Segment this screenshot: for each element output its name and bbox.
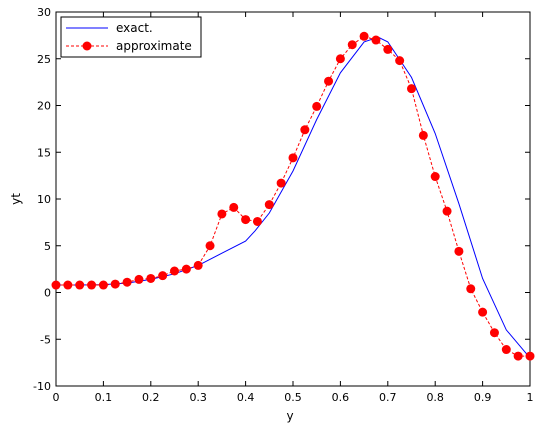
- plot-area: [55, 11, 531, 387]
- data-point-approximate: [501, 345, 511, 355]
- y-tick-label: 5: [44, 240, 51, 253]
- data-point-approximate: [134, 274, 144, 284]
- x-tick-label: 0.7: [379, 391, 397, 404]
- data-point-approximate: [395, 56, 405, 66]
- x-tick-label: 0.9: [474, 391, 492, 404]
- series-layer: [51, 31, 535, 361]
- data-point-approximate: [312, 101, 322, 111]
- legend-box: [60, 16, 202, 58]
- x-tick-label: 0.4: [237, 391, 255, 404]
- x-tick-label: 0: [53, 391, 60, 404]
- data-point-approximate: [205, 241, 215, 251]
- data-point-approximate: [359, 31, 369, 41]
- data-point-approximate: [264, 200, 274, 210]
- data-point-approximate: [229, 202, 239, 212]
- y-axis-label: yt: [9, 193, 23, 205]
- legend-approximate-marker: [82, 41, 92, 51]
- data-point-approximate: [146, 273, 156, 283]
- x-tick-label: 1: [527, 391, 534, 404]
- legend-exact-label: exact.: [116, 21, 153, 35]
- y-tick-label: 15: [37, 146, 51, 159]
- data-point-approximate: [300, 125, 310, 135]
- data-point-approximate: [75, 280, 85, 290]
- axis-ticks: 0 0.1 0.2 0.3 0.4 0.5 0.6 0.7 0.8 0.9 1 -10 -5 0 5 10 15…: [33, 6, 533, 404]
- data-point-approximate: [241, 215, 251, 225]
- y-tick-label: 30: [37, 6, 51, 19]
- y-tick-label: 25: [37, 53, 51, 66]
- legend-approximate-label: approximate: [116, 39, 192, 53]
- y-tick-label: -10: [33, 380, 51, 393]
- data-point-approximate: [371, 35, 381, 45]
- data-point-approximate: [158, 271, 168, 281]
- x-tick-label: 0.8: [426, 391, 444, 404]
- y-tick-label: -5: [40, 333, 51, 346]
- data-point-approximate: [110, 279, 120, 289]
- data-point-approximate: [63, 280, 73, 290]
- data-point-approximate: [347, 40, 357, 50]
- y-tick-label: 0: [44, 287, 51, 300]
- data-point-approximate: [51, 280, 61, 290]
- x-tick-label: 0.3: [189, 391, 207, 404]
- data-point-approximate: [324, 76, 334, 86]
- data-point-approximate: [122, 277, 132, 287]
- data-point-approximate: [276, 178, 286, 188]
- x-axis-label: y: [286, 409, 293, 423]
- data-point-approximate: [442, 206, 452, 216]
- y-tick-label: 10: [37, 193, 51, 206]
- data-point-approximate: [288, 153, 298, 163]
- data-point-approximate: [478, 307, 488, 317]
- data-point-approximate: [252, 216, 262, 226]
- x-tick-label: 0.2: [142, 391, 160, 404]
- data-point-approximate: [335, 54, 345, 64]
- data-point-approximate: [170, 266, 179, 276]
- data-point-approximate: [430, 172, 440, 182]
- data-point-approximate: [87, 280, 97, 290]
- data-point-approximate: [466, 284, 476, 294]
- data-point-approximate: [98, 280, 108, 290]
- data-point-approximate: [454, 246, 464, 256]
- x-tick-label: 0.6: [332, 391, 350, 404]
- data-point-approximate: [513, 351, 523, 361]
- y-tick-label: 20: [37, 100, 51, 113]
- data-point-approximate: [489, 328, 499, 338]
- data-point-approximate: [418, 130, 428, 140]
- x-tick-label: 0.1: [95, 391, 113, 404]
- data-point-approximate: [525, 351, 535, 361]
- data-point-approximate: [181, 264, 191, 274]
- data-point-approximate: [193, 260, 203, 270]
- x-tick-label: 0.5: [284, 391, 302, 404]
- legend: exact. approximate: [60, 16, 202, 58]
- data-point-approximate: [407, 84, 416, 94]
- data-point-approximate: [217, 209, 227, 219]
- data-point-approximate: [383, 44, 393, 54]
